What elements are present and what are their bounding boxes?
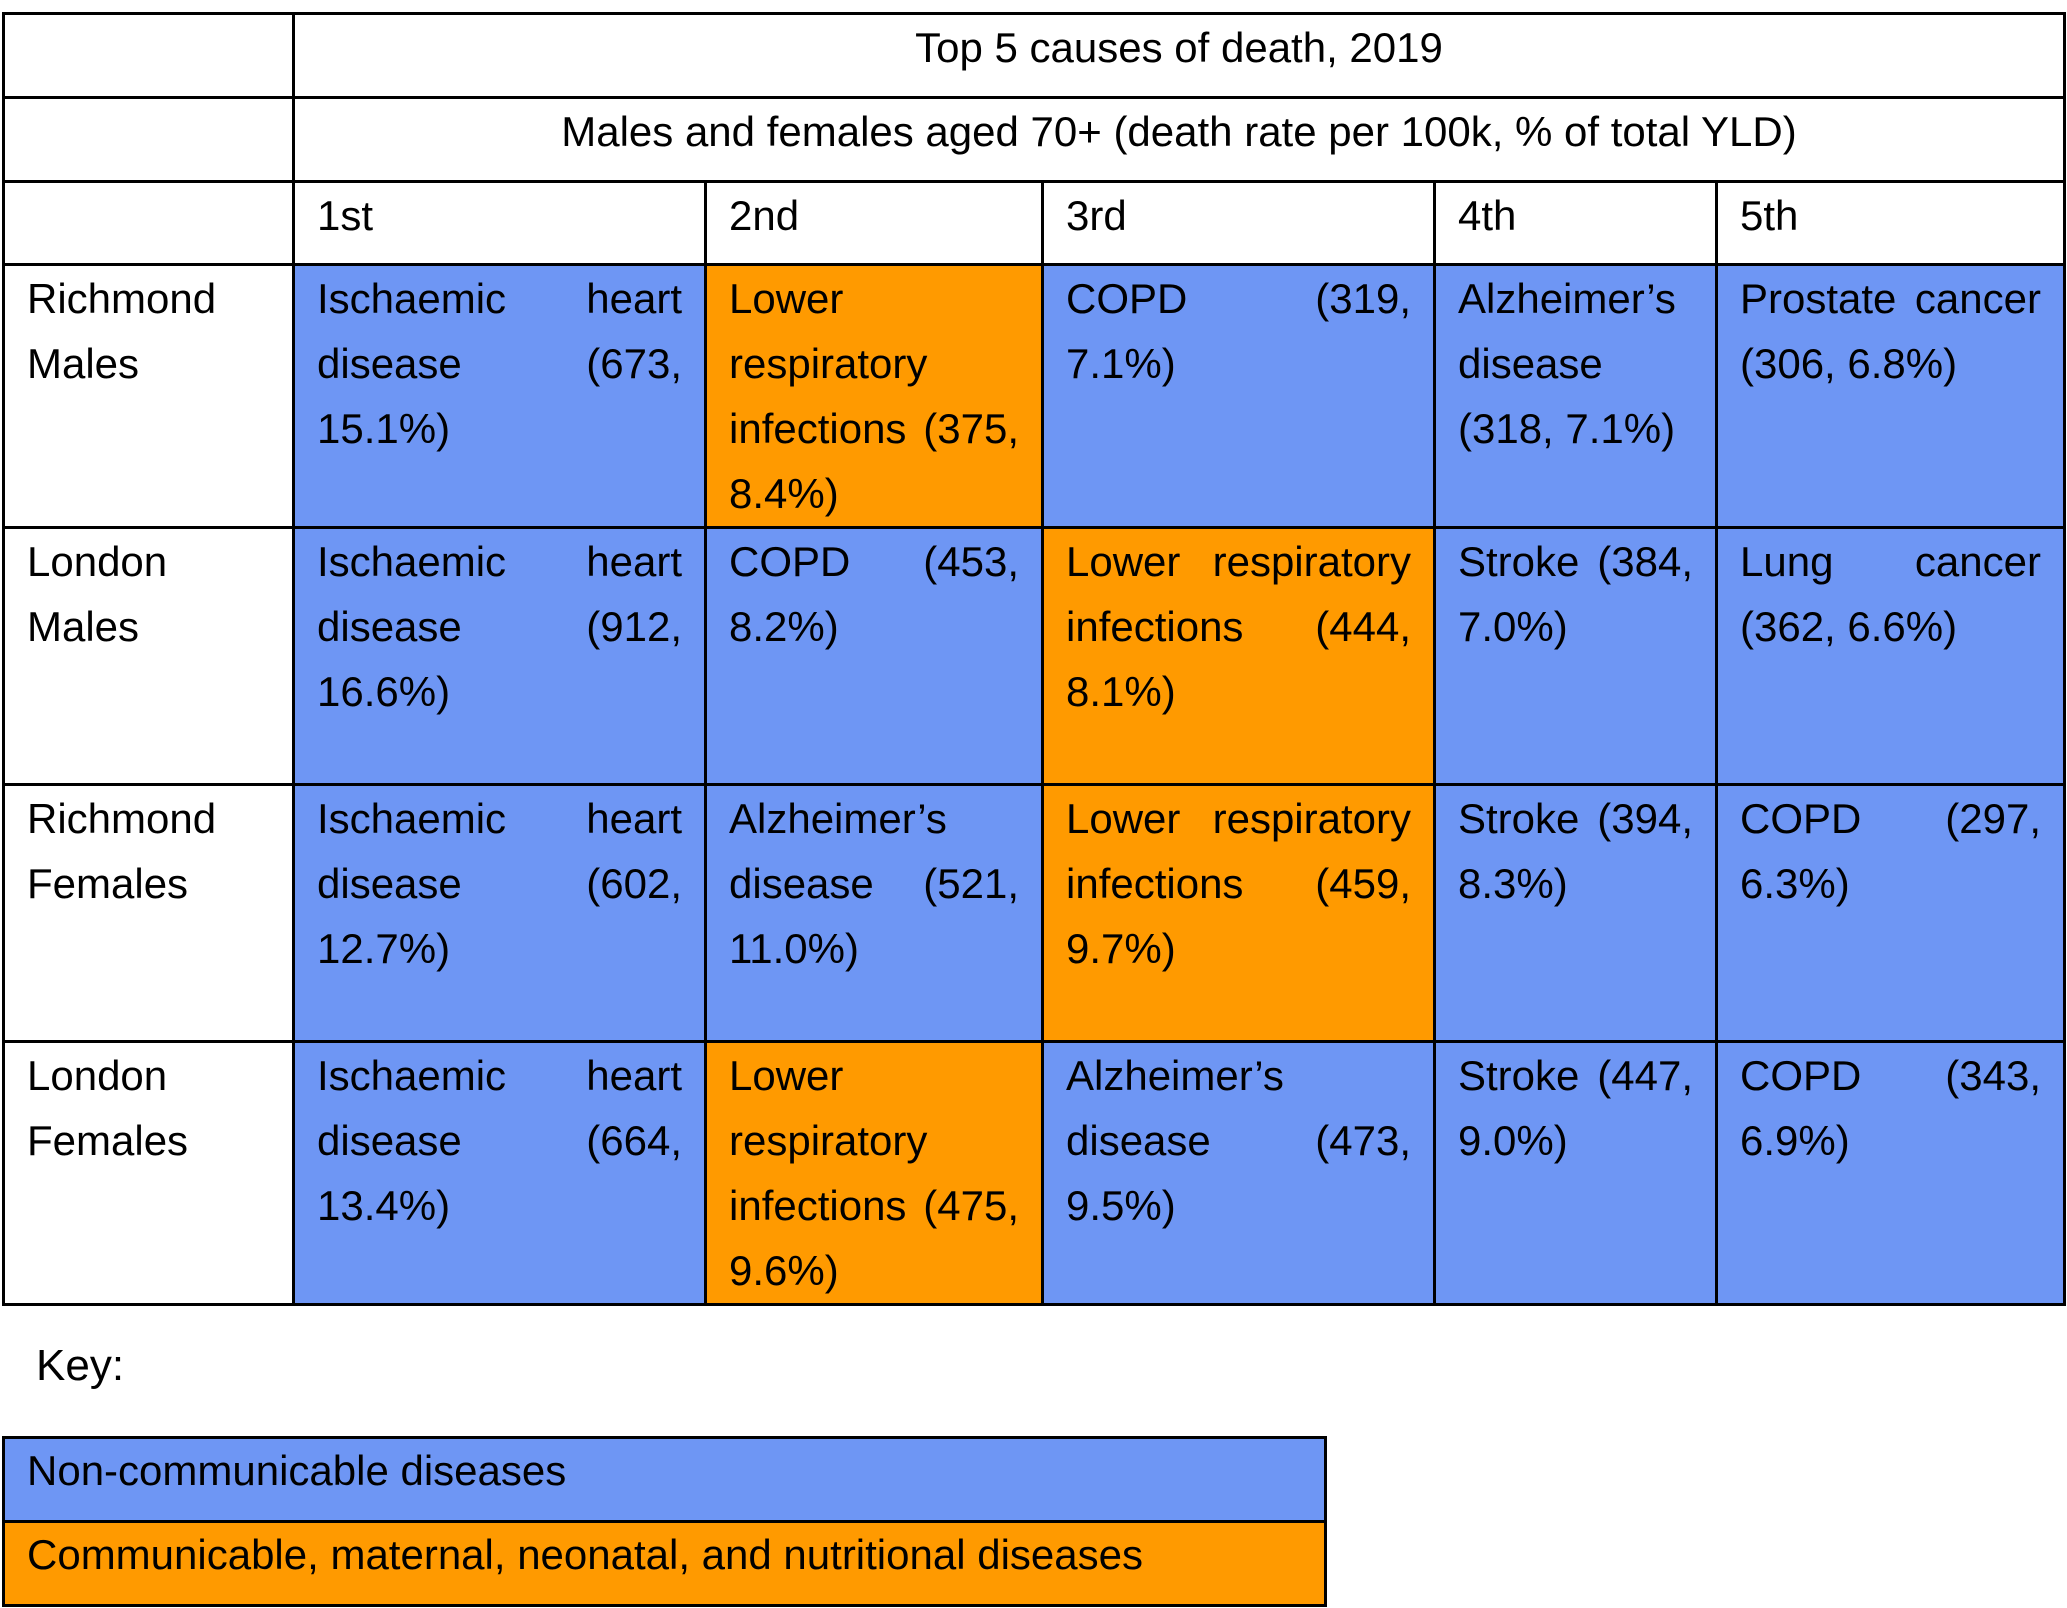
legend-row: Non-communicable diseases [2,1436,1327,1523]
cause-cell: Stroke (447, 9.0%) [1433,1040,1718,1306]
corner-cell [2,96,295,183]
legend-table: Non-communicable diseases Communicable, … [2,1436,1327,1607]
legend-row: Communicable, maternal, neonatal, and nu… [2,1520,1327,1607]
corner-cell [2,180,295,266]
cause-cell: Lower respiratory infections (444, 8.1%) [1041,526,1436,786]
cause-cell: Ischaemic heart disease (912, 16.6%) [292,526,707,786]
cause-cell: Prostate cancer (306, 6.8%) [1715,263,2066,529]
table-subtitle: Males and females aged 70+ (death rate p… [292,96,2066,183]
row-label: Richmond Males [2,263,295,529]
rank-header: 5th [1715,180,2066,266]
rank-header: 2nd [704,180,1044,266]
cause-cell: Ischaemic heart disease (664, 13.4%) [292,1040,707,1306]
table-row: London Females Ischaemic heart disease (… [2,1040,2066,1306]
table-row: Richmond Females Ischaemic heart disease… [2,783,2066,1043]
cause-cell: Alzheimer’s disease (318, 7.1%) [1433,263,1718,529]
cause-cell: COPD (319, 7.1%) [1041,263,1436,529]
subtitle-row: Males and females aged 70+ (death rate p… [2,96,2066,183]
rank-header: 3rd [1041,180,1436,266]
cause-cell: COPD (297, 6.3%) [1715,783,2066,1043]
cause-cell: Ischaemic heart disease (602, 12.7%) [292,783,707,1043]
key-heading: Key: [36,1341,125,1390]
table-title: Top 5 causes of death, 2019 [292,12,2066,99]
title-row: Top 5 causes of death, 2019 [2,12,2066,99]
cause-cell: Lower respiratory infections (375, 8.4%) [704,263,1044,529]
row-label: London Females [2,1040,295,1306]
row-label: London Males [2,526,295,786]
cause-cell: COPD (343, 6.9%) [1715,1040,2066,1306]
row-label: Richmond Females [2,783,295,1043]
cause-cell: Lower respiratory infections (475, 9.6%) [704,1040,1044,1306]
rank-header-row: 1st 2nd 3rd 4th 5th [2,180,2066,266]
cause-cell: Stroke (394, 8.3%) [1433,783,1718,1043]
causes-of-death-table: Top 5 causes of death, 2019 Males and fe… [2,12,2066,1306]
rank-header: 1st [292,180,707,266]
cause-cell: Alzheimer’s disease (521, 11.0%) [704,783,1044,1043]
cause-cell: Ischaemic heart disease (673, 15.1%) [292,263,707,529]
corner-cell [2,12,295,99]
cause-cell: Stroke (384, 7.0%) [1433,526,1718,786]
rank-header: 4th [1433,180,1718,266]
legend-communicable: Communicable, maternal, neonatal, and nu… [2,1520,1327,1607]
legend-non-communicable: Non-communicable diseases [2,1436,1327,1523]
table-row: London Males Ischaemic heart disease (91… [2,526,2066,786]
cause-cell: Lung cancer (362, 6.6%) [1715,526,2066,786]
cause-cell: Lower respiratory infections (459, 9.7%) [1041,783,1436,1043]
table-row: Richmond Males Ischaemic heart disease (… [2,263,2066,529]
cause-cell: COPD (453, 8.2%) [704,526,1044,786]
cause-cell: Alzheimer’s disease (473, 9.5%) [1041,1040,1436,1306]
